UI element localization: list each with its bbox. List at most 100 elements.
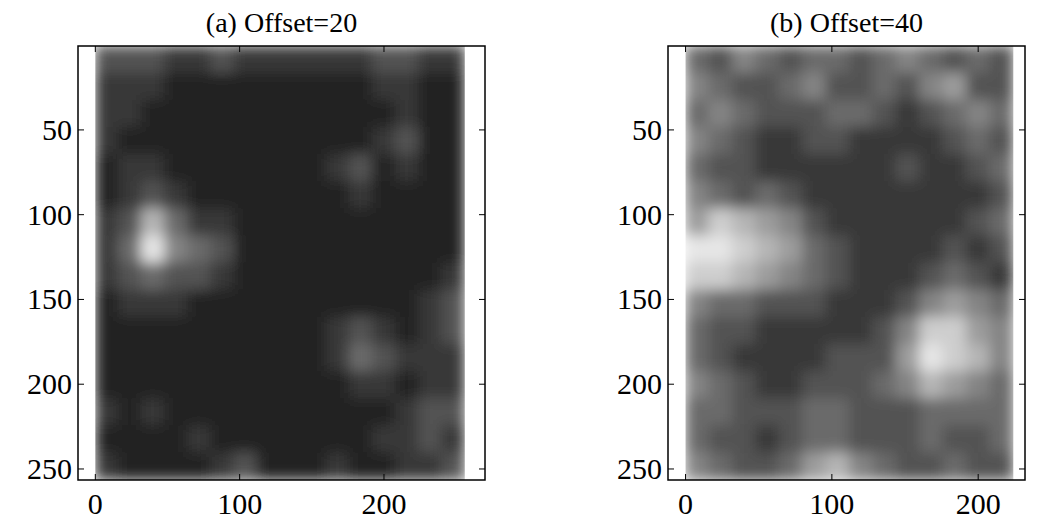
cell bbox=[418, 73, 442, 101]
cell bbox=[943, 452, 967, 480]
cell bbox=[210, 263, 234, 291]
cell bbox=[441, 425, 465, 453]
cell bbox=[826, 317, 850, 345]
cell bbox=[141, 235, 165, 263]
cell bbox=[755, 73, 779, 101]
cells bbox=[686, 46, 1014, 480]
cell bbox=[919, 181, 943, 209]
cell bbox=[256, 127, 280, 155]
x-tick bbox=[978, 46, 979, 52]
cell bbox=[966, 317, 990, 345]
cell bbox=[233, 46, 257, 74]
cell bbox=[779, 100, 803, 128]
cell bbox=[303, 100, 327, 128]
cell bbox=[989, 73, 1013, 101]
cell bbox=[802, 317, 826, 345]
y-tick-label: 150 bbox=[617, 282, 662, 315]
cell bbox=[708, 371, 732, 399]
cell bbox=[755, 398, 779, 426]
cell bbox=[441, 263, 465, 291]
cell bbox=[95, 344, 119, 372]
cell bbox=[872, 398, 896, 426]
y-tick bbox=[668, 468, 674, 469]
cell bbox=[256, 100, 280, 128]
figure: (a) Offset=20501001502002500100200(b) Of… bbox=[0, 0, 1048, 528]
cell bbox=[395, 127, 419, 155]
cell bbox=[896, 208, 920, 236]
x-tick-label: 100 bbox=[809, 487, 854, 520]
cell bbox=[210, 181, 234, 209]
cell bbox=[280, 425, 304, 453]
cell bbox=[441, 181, 465, 209]
cell bbox=[187, 127, 211, 155]
cell bbox=[849, 154, 873, 182]
cell bbox=[395, 46, 419, 74]
plot-area bbox=[78, 46, 485, 480]
cell bbox=[256, 73, 280, 101]
cell bbox=[303, 344, 327, 372]
cell bbox=[966, 46, 990, 74]
cell bbox=[966, 425, 990, 453]
cell bbox=[395, 398, 419, 426]
cell bbox=[755, 181, 779, 209]
cell bbox=[164, 344, 188, 372]
cell bbox=[896, 154, 920, 182]
cell bbox=[280, 371, 304, 399]
cell bbox=[943, 73, 967, 101]
y-tick bbox=[668, 384, 674, 385]
cell bbox=[349, 100, 373, 128]
cell bbox=[349, 452, 373, 480]
cell bbox=[686, 46, 710, 74]
cell bbox=[418, 46, 442, 74]
x-tick bbox=[685, 474, 686, 480]
cell bbox=[966, 208, 990, 236]
x-tick bbox=[383, 474, 384, 480]
y-tick bbox=[78, 299, 84, 300]
cell bbox=[233, 398, 257, 426]
cell bbox=[118, 73, 142, 101]
cell bbox=[943, 317, 967, 345]
cell bbox=[896, 127, 920, 155]
cell bbox=[896, 181, 920, 209]
cell bbox=[755, 344, 779, 372]
cell bbox=[118, 208, 142, 236]
cell bbox=[779, 127, 803, 155]
cell bbox=[872, 46, 896, 74]
cell bbox=[233, 344, 257, 372]
cell bbox=[732, 452, 756, 480]
cell bbox=[708, 127, 732, 155]
cell bbox=[989, 181, 1013, 209]
cell bbox=[187, 73, 211, 101]
cell bbox=[141, 127, 165, 155]
cell bbox=[849, 73, 873, 101]
cell bbox=[989, 371, 1013, 399]
cell bbox=[118, 398, 142, 426]
cell bbox=[732, 154, 756, 182]
cell bbox=[349, 344, 373, 372]
y-tick bbox=[668, 214, 674, 215]
cell bbox=[686, 344, 710, 372]
x-tick bbox=[95, 46, 96, 52]
cell bbox=[802, 263, 826, 291]
cell bbox=[989, 425, 1013, 453]
cell bbox=[233, 100, 257, 128]
cell bbox=[966, 344, 990, 372]
cell bbox=[966, 452, 990, 480]
cell bbox=[441, 100, 465, 128]
cell bbox=[303, 127, 327, 155]
cell bbox=[686, 100, 710, 128]
cell bbox=[966, 263, 990, 291]
cell bbox=[418, 154, 442, 182]
cell bbox=[708, 154, 732, 182]
cell bbox=[943, 154, 967, 182]
cell bbox=[395, 235, 419, 263]
cell bbox=[802, 127, 826, 155]
cell bbox=[118, 46, 142, 74]
cell bbox=[164, 181, 188, 209]
cell bbox=[118, 290, 142, 318]
cell bbox=[349, 317, 373, 345]
cell bbox=[280, 127, 304, 155]
cell bbox=[233, 317, 257, 345]
cell bbox=[989, 344, 1013, 372]
cell bbox=[989, 154, 1013, 182]
